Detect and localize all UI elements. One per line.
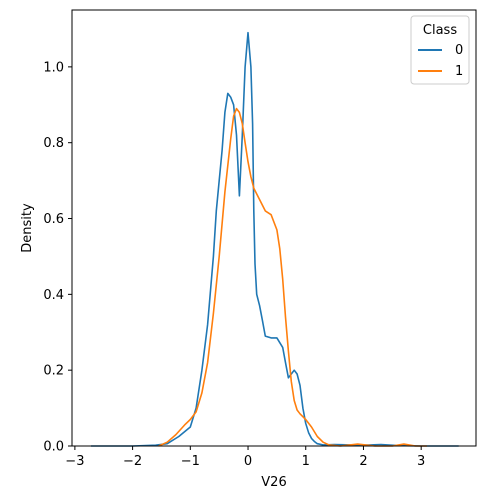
legend-label-1: 1 (455, 64, 463, 79)
y-tick-label: 0.2 (43, 364, 64, 379)
x-axis-label: V26 (261, 475, 286, 490)
legend: Class 0 1 (410, 15, 470, 85)
y-axis-label: Density (20, 203, 35, 253)
y-tick-label: 0.6 (43, 212, 64, 227)
legend-label-0: 0 (455, 43, 463, 58)
y-tick-label: 0.0 (43, 440, 64, 455)
x-tick-label: 1 (302, 454, 310, 469)
plot-lines (91, 31, 459, 447)
y-tick-label: 0.8 (43, 136, 64, 151)
x-tick-label: 2 (359, 454, 367, 469)
y-tick-label: 0.4 (43, 288, 64, 303)
y-tick-label: 1.0 (43, 60, 64, 75)
x-tick-label: 0 (244, 454, 252, 469)
x-tick-label: −1 (181, 454, 200, 469)
series-0-line (91, 31, 459, 447)
plot-frame (71, 9, 477, 447)
y-axis: 0.0 0.2 0.4 0.6 0.8 1.0 (43, 60, 72, 455)
x-tick-label: 3 (417, 454, 425, 469)
legend-title: Class (423, 23, 457, 38)
x-axis: −3 −2 −1 0 1 2 3 (65, 446, 425, 469)
x-tick-label: −2 (123, 454, 142, 469)
x-tick-label: −3 (65, 454, 84, 469)
series-1-line (158, 107, 427, 447)
